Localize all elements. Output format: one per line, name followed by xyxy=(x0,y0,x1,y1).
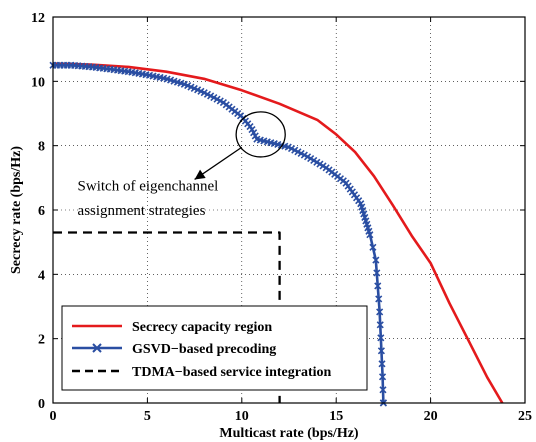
x-tick-label: 20 xyxy=(424,409,438,424)
x-tick-label: 25 xyxy=(518,409,532,424)
annotation-layer: Switch of eigenchannel assignment strateg… xyxy=(78,111,286,219)
x-tick-label: 15 xyxy=(329,409,343,424)
series-marker xyxy=(378,373,387,381)
x-tick-label: 0 xyxy=(50,409,57,424)
legend-label-tdma: TDMA−based service integration xyxy=(132,365,331,380)
y-tick-label: 0 xyxy=(38,397,45,412)
series-marker xyxy=(373,269,381,277)
series-marker xyxy=(378,360,386,368)
y-tick-label: 6 xyxy=(38,204,45,219)
annotation-arrow-head xyxy=(194,169,206,180)
series-marker xyxy=(375,295,383,303)
legend-label-capacity: Secrecy capacity region xyxy=(132,320,272,335)
y-tick-label: 12 xyxy=(31,11,45,26)
legend-label-gsvd: GSVD−based precoding xyxy=(132,342,276,357)
y-axis-label: Secrecy rate (bps/Hz) xyxy=(9,146,24,274)
series-marker xyxy=(377,334,385,342)
annotation-text-line-1: Switch of eigenchannel xyxy=(78,179,219,195)
x-tick-label: 10 xyxy=(235,409,249,424)
legend: Secrecy capacity region GSVD−based preco… xyxy=(61,305,368,391)
annotation-ellipse xyxy=(235,111,286,158)
y-tick-label: 8 xyxy=(38,140,45,155)
y-tick-label: 2 xyxy=(38,333,45,348)
series-marker xyxy=(374,282,382,290)
legend-marker-gsvd xyxy=(92,343,102,353)
series-marker xyxy=(377,347,385,355)
series-marker xyxy=(376,308,384,316)
x-axis-label: Multicast rate (bps/Hz) xyxy=(219,426,359,441)
ticks: 0 5 10 15 20 25 0 2 4 6 8 10 12 xyxy=(31,11,532,424)
annotation-text-line-2: assignment strategies xyxy=(78,203,206,219)
x-tick-label: 5 xyxy=(144,409,151,424)
series-marker xyxy=(379,386,387,394)
series-marker xyxy=(369,243,377,251)
y-tick-label: 4 xyxy=(38,268,45,283)
series-marker xyxy=(376,321,384,329)
series-marker xyxy=(372,256,380,264)
series-line-0 xyxy=(52,62,504,404)
series-line-2 xyxy=(53,231,281,403)
y-tick-label: 10 xyxy=(31,75,45,90)
series-marker xyxy=(366,231,374,239)
